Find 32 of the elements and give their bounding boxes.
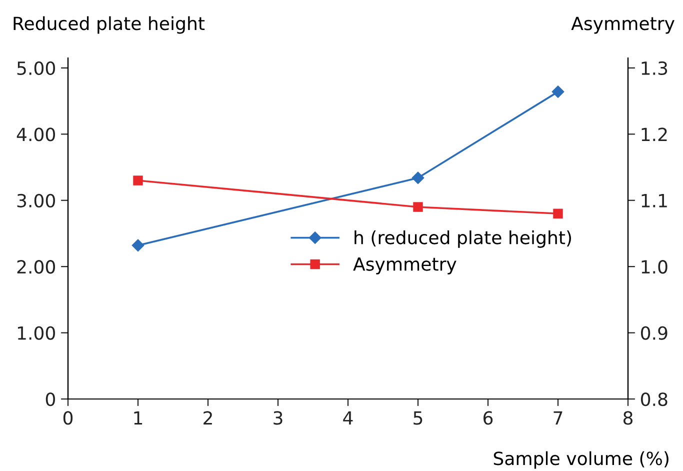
point (412, 172, 424, 184)
x-tick-label: 3 (274, 411, 282, 425)
point (132, 239, 144, 252)
y-tick-label: 5.00 (17, 61, 55, 76)
x-tick-label: 6 (484, 411, 493, 425)
y-tick-label: 0 (46, 392, 55, 406)
y2-axis-title: Asymmetry (571, 16, 674, 34)
point (413, 202, 423, 212)
y2-tick-label: 1.3 (642, 61, 668, 76)
x-tick-label: 0 (63, 411, 73, 425)
point (553, 208, 563, 218)
point (552, 86, 564, 98)
x-tick-label: 5 (414, 411, 422, 425)
legend-label: h (reduced plate height) (354, 230, 571, 248)
x-tick-label: 1 (134, 411, 142, 425)
y-tick-label: 4.00 (16, 128, 55, 142)
y2-tick-label: 0.8 (640, 392, 668, 406)
x-tick-label: 8 (623, 411, 633, 425)
x-tick-label: 2 (204, 411, 212, 425)
point (133, 176, 143, 186)
x-axis-title: Sample volume (%) (494, 451, 668, 469)
y-tick-label: 3.00 (17, 194, 55, 208)
y-tick-label: 1.00 (18, 326, 55, 340)
y2-tick-label: 0.9 (640, 326, 668, 340)
legend-label: Asymmetry (353, 257, 456, 274)
x-tick-label: 4 (343, 411, 353, 425)
x-tick-label: 7 (554, 411, 562, 425)
y-tick-label: 2.00 (17, 260, 55, 274)
y2-tick-label: 1.2 (642, 128, 667, 142)
y2-tick-label: 1.1 (642, 194, 667, 208)
y2-tick-label: 1.0 (642, 260, 668, 274)
y-axis-title: Reduced plate height (14, 16, 205, 34)
